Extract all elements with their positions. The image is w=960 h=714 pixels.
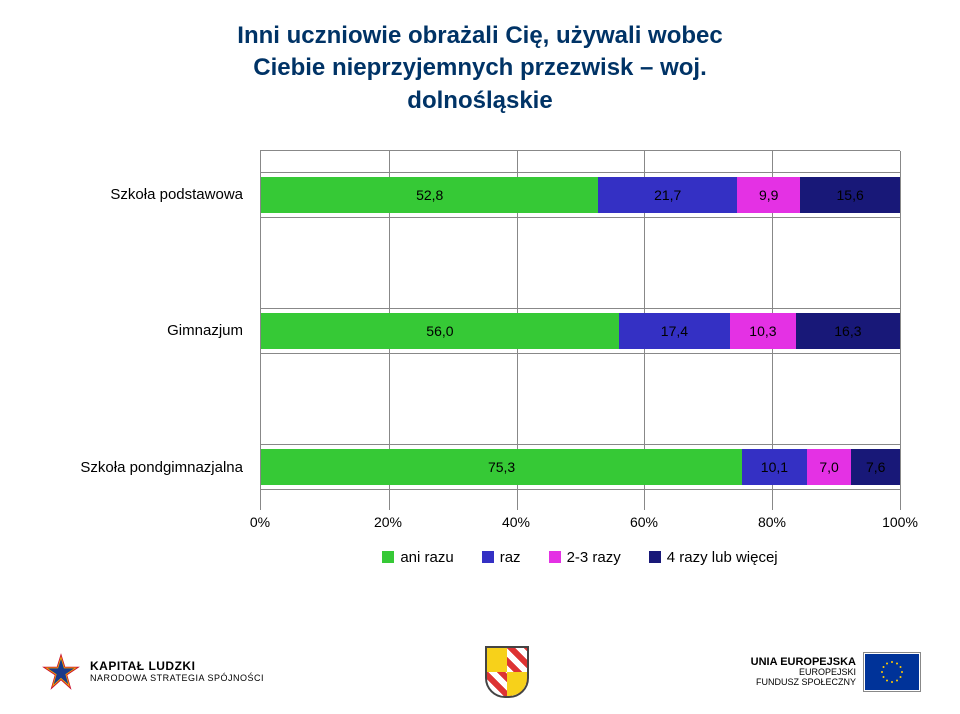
- legend-swatch: [382, 551, 394, 563]
- x-tick: 100%: [882, 514, 918, 530]
- eu-flag-icon: [864, 653, 920, 691]
- x-tick: 40%: [502, 514, 530, 530]
- x-tick: 20%: [374, 514, 402, 530]
- legend-item: 2-3 razy: [549, 549, 621, 566]
- bar-row: Szkoła pondgimnazjalna75,310,17,07,6: [261, 445, 900, 489]
- legend-label: raz: [500, 549, 521, 566]
- bar-segment: 7,6: [851, 449, 900, 485]
- x-tick: 60%: [630, 514, 658, 530]
- bar-segment: 9,9: [737, 177, 800, 213]
- legend-item: raz: [482, 549, 521, 566]
- stacked-bar: 75,310,17,07,6: [261, 449, 900, 485]
- x-tick: 80%: [758, 514, 786, 530]
- footer-logos: KAPITAŁ LUDZKI NARODOWA STRATEGIA SPÓJNO…: [40, 644, 920, 700]
- kapital-ludzki-logo: KAPITAŁ LUDZKI NARODOWA STRATEGIA SPÓJNO…: [40, 651, 264, 693]
- bar-segment: 10,3: [730, 313, 796, 349]
- category-label: Gimnazjum: [61, 309, 251, 353]
- kl-sub: NARODOWA STRATEGIA SPÓJNOŚCI: [90, 673, 264, 683]
- chart-title: Inni uczniowie obrażali Cię, używali wob…: [60, 20, 900, 117]
- bar-segment: 10,1: [742, 449, 807, 485]
- title-line-1: Inni uczniowie obrażali Cię, używali wob…: [237, 22, 722, 49]
- kl-text: KAPITAŁ LUDZKI NARODOWA STRATEGIA SPÓJNO…: [90, 660, 264, 683]
- title-line-2: Ciebie nieprzyjemnych przezwisk – woj.: [253, 54, 706, 81]
- category-label: Szkoła podstawowa: [61, 173, 251, 217]
- bar-segment: 15,6: [800, 177, 900, 213]
- bar-segment: 16,3: [796, 313, 900, 349]
- bar-segment: 21,7: [598, 177, 737, 213]
- x-tick: 0%: [250, 514, 270, 530]
- eu-text: UNIA EUROPEJSKA EUROPEJSKI FUNDUSZ SPOŁE…: [751, 656, 856, 688]
- title-line-3: dolnośląskie: [407, 87, 552, 114]
- stacked-bar: 56,017,410,316,3: [261, 313, 900, 349]
- slide: Inni uczniowie obrażali Cię, używali wob…: [0, 0, 960, 714]
- kl-star-icon: [40, 651, 82, 693]
- plot-area: Szkoła podstawowa52,821,79,915,6 Gimnazju…: [260, 150, 900, 510]
- legend-label: 4 razy lub więcej: [667, 549, 778, 566]
- bar-segment: 7,0: [807, 449, 852, 485]
- stacked-bar: 52,821,79,915,6: [261, 177, 900, 213]
- bar-row: Szkoła podstawowa52,821,79,915,6: [261, 173, 900, 217]
- coat-shield-icon: [485, 646, 529, 698]
- legend-label: ani razu: [400, 549, 453, 566]
- grid-line: [900, 151, 901, 510]
- eu-sub1: EUROPEJSKI: [799, 667, 856, 677]
- bar-segment: 75,3: [261, 449, 742, 485]
- legend-item: 4 razy lub więcej: [649, 549, 778, 566]
- legend-swatch: [549, 551, 561, 563]
- legend-swatch: [649, 551, 661, 563]
- category-label: Szkoła pondgimnazjalna: [61, 445, 251, 489]
- bar-row: Gimnazjum56,017,410,316,3: [261, 309, 900, 353]
- eu-sub2: FUNDUSZ SPOŁECZNY: [756, 677, 856, 687]
- coat-of-arms: [485, 646, 529, 698]
- x-axis: 0% 20% 40% 60% 80% 100%: [260, 514, 900, 534]
- legend-item: ani razu: [382, 549, 453, 566]
- bar-segment: 56,0: [261, 313, 619, 349]
- legend: ani razu raz 2-3 razy 4 razy lub więcej: [260, 544, 900, 570]
- chart-area: Szkoła podstawowa52,821,79,915,6Gimnazju…: [60, 150, 900, 570]
- eu-logo: UNIA EUROPEJSKA EUROPEJSKI FUNDUSZ SPOŁE…: [751, 653, 920, 691]
- legend-label: 2-3 razy: [567, 549, 621, 566]
- bar-segment: 17,4: [619, 313, 730, 349]
- legend-swatch: [482, 551, 494, 563]
- bar-segment: 52,8: [261, 177, 598, 213]
